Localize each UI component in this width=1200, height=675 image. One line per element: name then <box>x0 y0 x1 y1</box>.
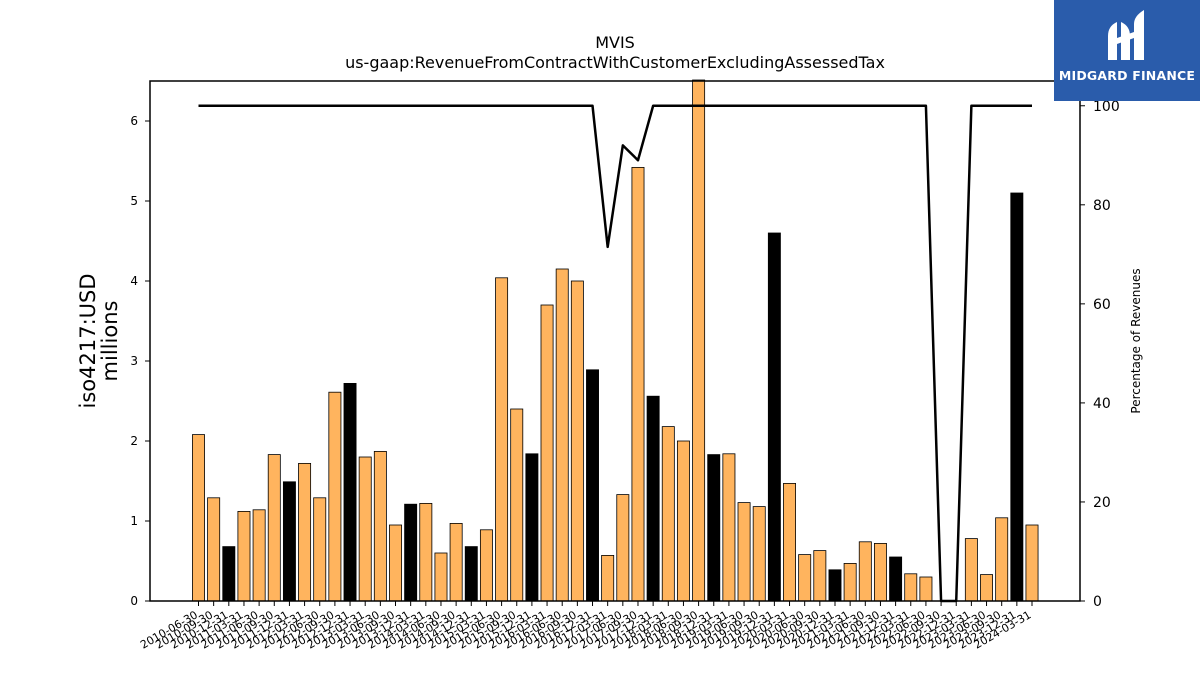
bar-2012-06-30 <box>313 497 327 602</box>
midgard-finance-logo: MIDGARD FINANCE <box>1054 0 1200 101</box>
bar-2014-03-31 <box>419 502 433 602</box>
bar-2020-12-31 <box>828 569 842 602</box>
bar-2019-12-31 <box>767 232 781 602</box>
y2-axis-label: Percentage of Revenues <box>1129 268 1143 413</box>
bar-2019-09-30 <box>752 506 766 602</box>
bar-2018-06-30 <box>676 440 690 602</box>
y2-tick-label: 100 <box>1093 99 1120 115</box>
chart-subtitle: us-gaap:RevenueFromContractWithCustomerE… <box>345 53 885 72</box>
x-axis: 2010-06-302010-09-302010-12-312011-03-31… <box>138 601 1034 652</box>
bar-2019-03-31 <box>722 453 736 602</box>
bar-2010-12-31 <box>222 546 236 602</box>
bar-2016-09-30 <box>570 280 584 602</box>
bar-2011-06-30 <box>252 509 266 602</box>
bar-2014-06-30 <box>434 552 448 602</box>
bar-2023-09-30 <box>995 517 1009 602</box>
bar-2016-06-30 <box>555 268 569 602</box>
y2-tick-label: 60 <box>1093 297 1111 313</box>
y-axis-label-line1: iso4217:USD <box>76 273 100 408</box>
bar-2014-09-30 <box>449 523 463 602</box>
bar-2021-09-30 <box>873 543 887 602</box>
bar-2018-03-31 <box>661 426 675 602</box>
bar-2022-06-30 <box>919 576 933 602</box>
logo-text: MIDGARD FINANCE <box>1058 68 1196 83</box>
bar-2011-03-31 <box>237 510 251 602</box>
y2-tick-label: 80 <box>1093 198 1111 214</box>
bar-2022-03-31 <box>904 573 918 602</box>
bar-2015-12-31 <box>525 453 539 602</box>
bar-2015-09-30 <box>510 408 524 602</box>
y2-tick-label: 20 <box>1093 495 1111 511</box>
bar-2018-09-30 <box>692 79 706 602</box>
bar-2023-06-30 <box>980 574 993 602</box>
y2-tick-label: 40 <box>1093 396 1111 412</box>
bar-2016-12-31 <box>586 369 599 602</box>
bar-2010-06-30 <box>192 434 205 602</box>
y2-tick-label: 0 <box>1093 594 1102 610</box>
bar-2018-12-31 <box>707 454 721 602</box>
bar-2021-12-31 <box>889 556 903 602</box>
y-tick-label: 6 <box>130 114 138 128</box>
bars-layer <box>192 79 1039 602</box>
y-tick-label: 4 <box>130 274 138 288</box>
bar-2017-12-31 <box>646 395 660 602</box>
bar-2017-09-30 <box>631 166 645 602</box>
bar-2013-09-30 <box>389 524 402 602</box>
y-tick-label: 3 <box>130 354 138 368</box>
bar-2020-09-30 <box>813 550 827 602</box>
bar-2015-03-31 <box>479 529 493 602</box>
y-axis-left: 0 1 2 3 4 5 6 <box>130 114 150 608</box>
bar-2015-06-30 <box>495 277 509 602</box>
logo-mark-icon <box>1108 10 1144 60</box>
percentage-line <box>198 104 1032 603</box>
bar-2021-06-30 <box>858 541 872 602</box>
bar-2023-12-31 <box>1010 192 1024 602</box>
y-tick-label: 5 <box>130 194 138 208</box>
bar-2012-12-31 <box>343 382 357 602</box>
chart-title: MVIS <box>595 33 635 52</box>
y-tick-label: 2 <box>130 434 138 448</box>
bar-2017-03-31 <box>601 555 615 602</box>
y-axis-label-line2: millions <box>98 301 122 382</box>
bar-2010-09-30 <box>207 497 221 602</box>
bar-2021-03-31 <box>843 563 857 602</box>
bar-2013-06-30 <box>373 450 387 602</box>
bar-2011-12-31 <box>282 481 296 602</box>
bar-2012-09-30 <box>328 391 342 602</box>
bar-2016-03-31 <box>540 304 554 602</box>
bar-2014-12-31 <box>464 546 478 602</box>
line-layer <box>198 104 1032 603</box>
bar-2020-03-31 <box>783 482 796 602</box>
bar-2020-06-30 <box>798 554 812 602</box>
bar-2013-12-31 <box>404 503 418 602</box>
bar-2012-03-31 <box>298 462 312 602</box>
bar-2011-09-30 <box>267 454 281 602</box>
y-tick-label: 0 <box>130 594 138 608</box>
bar-2017-06-30 <box>616 494 630 602</box>
bar-2023-03-31 <box>964 538 978 602</box>
plot-frame <box>149 80 1081 602</box>
y-axis-right: 0 20 40 60 80 100 <box>1080 99 1120 610</box>
bar-2013-03-31 <box>358 456 372 602</box>
bar-2024-03-31 <box>1025 524 1039 602</box>
bar-2019-06-30 <box>737 502 751 602</box>
y-tick-label: 1 <box>130 514 138 528</box>
